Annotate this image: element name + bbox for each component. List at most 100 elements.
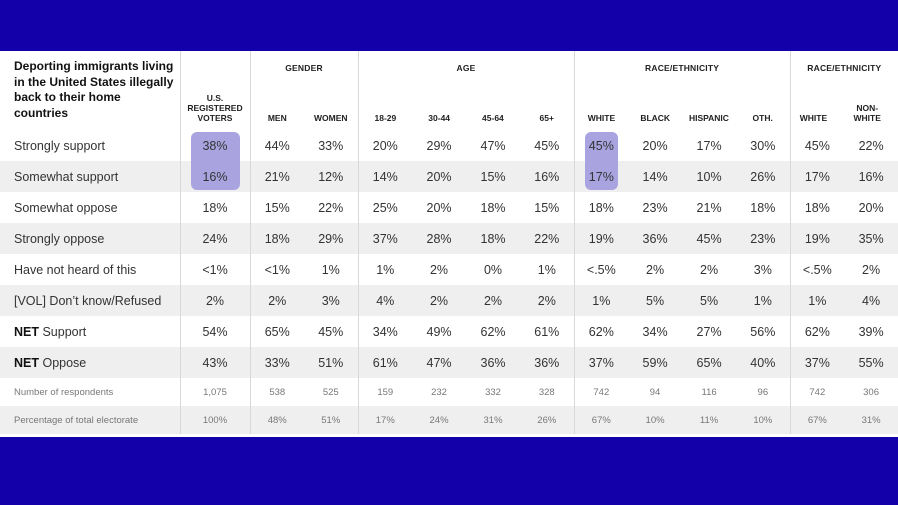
table-row: Somewhat oppose 18% 15% 22% 25% 20% 18% 15% 18% 2… xyxy=(0,192,898,223)
cell-30-44: 2% xyxy=(429,293,449,308)
highlight-box xyxy=(584,161,619,190)
cell-white: 62% xyxy=(573,316,629,347)
cell-45-64: 36% xyxy=(480,355,506,370)
cell-men: 538 xyxy=(249,378,304,406)
cell-men: 2% xyxy=(249,285,304,316)
cell-non-white: 2% xyxy=(862,262,881,277)
cell-18-29: 61% xyxy=(357,347,413,378)
highlight-box xyxy=(584,132,619,161)
col-header-men: MEN xyxy=(267,113,287,123)
cell-white: 742 xyxy=(573,378,629,406)
row-label-text: Support xyxy=(39,324,87,339)
group-header-race-ethnicity: RACE/ETHNICITY WHITE BLACK HISPANIC OTH. xyxy=(573,51,791,130)
cell-65plus: 2% xyxy=(537,293,556,308)
cell-45-64: 332 xyxy=(485,386,501,398)
cell-non-white: 22% xyxy=(858,138,884,153)
cell-black: 10% xyxy=(645,414,665,426)
table-row: Number of respondents 1,075 538 525 159 232 33… xyxy=(0,378,898,406)
cell-30-44: 28% xyxy=(426,231,452,246)
table-row: Have not heard of this <1% <1% 1% 1% 2% 0% 1% <.… xyxy=(0,254,898,285)
row-label: Have not heard of this xyxy=(0,254,180,285)
cell-men: 15% xyxy=(249,192,304,223)
cell-women: 1% xyxy=(321,262,340,277)
col-header-hispanic: HISPANIC xyxy=(688,113,729,123)
header-row: Deporting immigrants living in the Unite… xyxy=(0,51,898,130)
group-header-race-ethnicity-2: RACE/ETHNICITY WHITE NON-WHITE xyxy=(789,51,898,130)
cell-65plus: 1% xyxy=(537,262,556,277)
col-header-registered-voters: U.S. REGISTERED VOTERS xyxy=(179,51,250,130)
cell-65plus: 36% xyxy=(534,355,560,370)
cell-non-white: 20% xyxy=(858,200,884,215)
cell-hispanic: 11% xyxy=(699,414,719,426)
cell-black: 2% xyxy=(646,262,665,277)
cell-hispanic: 116 xyxy=(701,386,717,398)
cell-non-white: 4% xyxy=(862,293,881,308)
row-label-prefix: NET xyxy=(14,324,39,339)
table-row: Percentage of total electorate 100% 48% 51%… xyxy=(0,406,898,434)
cell-non-white: 306 xyxy=(863,386,879,398)
col-header-age-18-29: 18-29 xyxy=(374,113,397,123)
cell-18-29: 14% xyxy=(357,161,413,192)
col-header-black: BLACK xyxy=(640,113,671,123)
cell-women: 33% xyxy=(318,138,344,153)
cell-hispanic: 65% xyxy=(696,355,722,370)
cell-hispanic: 2% xyxy=(700,262,719,277)
cell-non-white: 16% xyxy=(858,169,884,184)
table-row: Strongly oppose 24% 18% 29% 37% 28% 18% 22% 19% 3… xyxy=(0,223,898,254)
cell-voters: 24% xyxy=(179,223,250,254)
table-row: [VOL] Don’t know/Refused 2% 2% 3% 4% 2% 2% 2% 1%… xyxy=(0,285,898,316)
cell-white-2: 19% xyxy=(789,223,845,254)
cell-women: 29% xyxy=(318,231,344,246)
table-row: NET Oppose 43% 33% 51% 61% 47% 36% 36% 37% 59% 65%… xyxy=(0,347,898,378)
row-label-text: [VOL] Don’t know/Refused xyxy=(14,293,162,308)
cell-30-44: 20% xyxy=(426,169,452,184)
cell-white-2: 1% xyxy=(789,285,845,316)
cell-value: 17% xyxy=(588,169,614,184)
cell-30-44: 20% xyxy=(426,200,452,215)
cell-65plus: 22% xyxy=(534,231,560,246)
highlight-box xyxy=(190,161,240,190)
cell-black: 94 xyxy=(649,386,661,398)
cell-30-44: 24% xyxy=(429,414,449,426)
cell-black: 14% xyxy=(642,169,668,184)
cell-white: 17% xyxy=(573,161,629,192)
cell-value: 45% xyxy=(588,138,614,153)
highlight-box xyxy=(190,132,240,161)
row-label: Number of respondents xyxy=(0,378,180,406)
cell-black: 23% xyxy=(642,200,668,215)
cell-18-29: 37% xyxy=(357,223,413,254)
cell-women: 22% xyxy=(318,200,344,215)
group-header-gender: GENDER MEN WOMEN xyxy=(249,51,359,130)
cell-65plus: 15% xyxy=(534,200,560,215)
cell-voters: 100% xyxy=(179,406,250,434)
cell-white-2: 17% xyxy=(789,161,845,192)
row-label-text: Percentage of total electorate xyxy=(14,414,139,426)
cell-white-2: 67% xyxy=(789,406,845,434)
col-header-non-white: NON-WHITE xyxy=(853,103,881,123)
cell-45-64: 15% xyxy=(480,169,506,184)
table-body: Strongly support 38% 44% 33% 20% 29% 47% 45% 45%… xyxy=(0,130,898,434)
cell-45-64: 2% xyxy=(483,293,503,308)
group-title-race-ethnicity: RACE/ETHNICITY xyxy=(645,63,720,73)
row-label-text: Strongly oppose xyxy=(14,231,105,246)
cell-45-64: 31% xyxy=(483,414,503,426)
cell-black: 59% xyxy=(642,355,668,370)
cell-women: 51% xyxy=(318,355,344,370)
row-label-text: Oppose xyxy=(39,355,87,370)
cell-non-white: 35% xyxy=(858,231,884,246)
row-label: Percentage of total electorate xyxy=(0,406,180,434)
cell-black: 5% xyxy=(646,293,665,308)
cell-white: 37% xyxy=(573,347,629,378)
cell-30-44: 2% xyxy=(429,262,449,277)
table-row: NET Support 54% 65% 45% 34% 49% 62% 61% 62% 34% 27… xyxy=(0,316,898,347)
col-header-age-45-64: 45-64 xyxy=(482,113,504,123)
row-label: NET Oppose xyxy=(0,347,180,378)
cell-white-2: <.5% xyxy=(789,254,845,285)
cell-other: 56% xyxy=(750,324,776,339)
cell-18-29: 34% xyxy=(357,316,413,347)
cell-black: 36% xyxy=(642,231,668,246)
cell-voters: 43% xyxy=(179,347,250,378)
cell-45-64: 0% xyxy=(483,262,503,277)
cell-hispanic: 45% xyxy=(696,231,722,246)
cell-18-29: 20% xyxy=(357,130,413,161)
